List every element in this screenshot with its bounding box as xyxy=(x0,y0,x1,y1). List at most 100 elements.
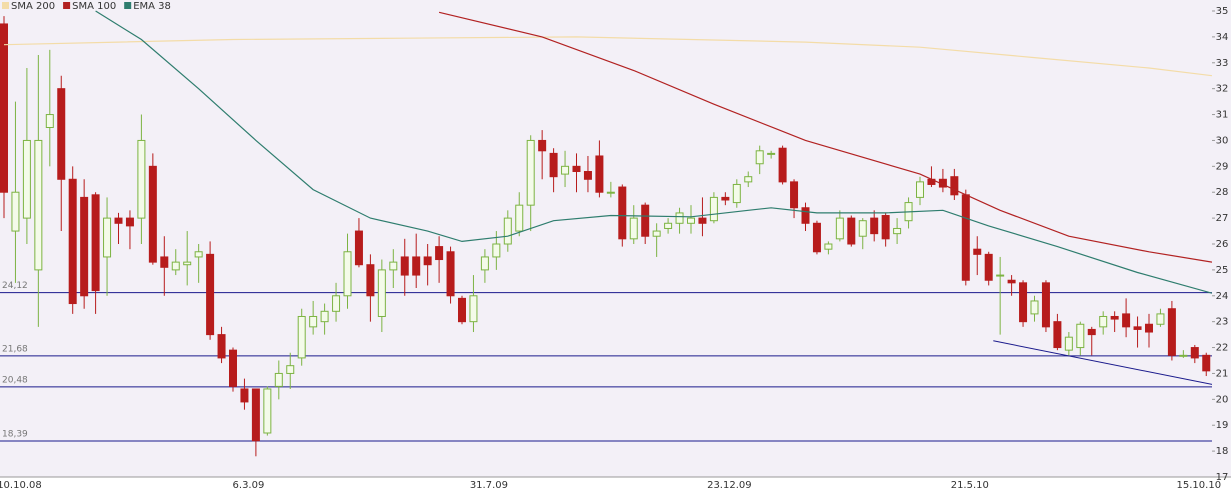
candle-body xyxy=(618,186,627,240)
candle-body xyxy=(824,243,833,250)
candle-body xyxy=(400,256,409,276)
candle-body xyxy=(1030,300,1039,315)
candle-body xyxy=(458,297,466,323)
y-tick-label: 34 xyxy=(1216,32,1229,43)
candle-body xyxy=(22,139,31,219)
moving-average xyxy=(95,10,1212,294)
candle-body xyxy=(1122,313,1131,328)
candle-body xyxy=(916,181,924,198)
candle-body xyxy=(412,256,421,276)
plot-background xyxy=(0,0,1212,477)
candle-body xyxy=(240,388,249,403)
candle-body xyxy=(343,251,352,297)
candle-body xyxy=(652,230,661,237)
candle-body xyxy=(0,23,8,193)
candle-body xyxy=(767,152,776,155)
candle-body xyxy=(366,264,375,297)
candle-body xyxy=(664,222,673,229)
y-tick-label: 19 xyxy=(1216,420,1229,431)
candle-body xyxy=(45,114,54,129)
y-tick-label: 24 xyxy=(1216,291,1229,302)
candle-body xyxy=(389,261,398,271)
candle-body xyxy=(377,269,386,317)
candle-body xyxy=(526,139,535,206)
level-label: 18,39 xyxy=(2,430,28,440)
candle-body xyxy=(332,295,341,312)
x-tick-label: 23.12.09 xyxy=(707,480,752,491)
candle-body xyxy=(80,196,89,297)
candle-body xyxy=(572,165,581,173)
candle-body xyxy=(801,207,810,224)
candle-body xyxy=(835,217,844,240)
x-tick-label: 6.3.09 xyxy=(233,480,265,491)
candle-body xyxy=(206,253,215,336)
candle-body xyxy=(950,176,959,196)
candle-body xyxy=(961,194,970,281)
candle-body xyxy=(1167,308,1176,356)
candle-body xyxy=(1099,315,1108,328)
candle-body xyxy=(160,256,169,268)
candle-body xyxy=(538,139,547,152)
plot xyxy=(0,10,1212,457)
moving-average xyxy=(438,11,1212,263)
legend-swatch xyxy=(63,2,71,9)
candle-body xyxy=(217,334,226,359)
candle-body xyxy=(435,246,444,261)
candle-body xyxy=(973,248,982,255)
y-tick-label: 32 xyxy=(1216,84,1229,95)
y-tick-label: 20 xyxy=(1216,394,1229,405)
y-tick-label: 28 xyxy=(1216,187,1229,198)
candle-body xyxy=(698,217,707,224)
candle-body xyxy=(183,261,192,266)
y-tick-label: 23 xyxy=(1216,317,1229,328)
y-tick-label: 21 xyxy=(1216,368,1229,379)
candle-body xyxy=(755,150,764,165)
candle-body xyxy=(251,388,260,442)
candle-body xyxy=(1110,315,1119,320)
candle-body xyxy=(320,310,329,323)
candle-body xyxy=(34,139,43,271)
candle-body xyxy=(744,176,753,183)
y-tick-label: 30 xyxy=(1216,135,1229,146)
candle-body xyxy=(583,171,592,180)
candle-body xyxy=(1145,323,1153,333)
y-tick-label: 33 xyxy=(1216,58,1229,69)
level-label: 24,12 xyxy=(2,281,28,291)
candle-body xyxy=(274,372,283,387)
candle-body xyxy=(1179,354,1188,357)
y-tick-label: 31 xyxy=(1216,110,1229,121)
y-tick-label: 26 xyxy=(1216,239,1229,250)
candle-body xyxy=(1133,326,1142,330)
candle-body xyxy=(629,217,638,240)
candle-body xyxy=(1202,354,1211,372)
level-label: 20,48 xyxy=(2,375,28,385)
x-tick-label: 15.10.10 xyxy=(1177,480,1222,491)
candle-body xyxy=(1019,282,1028,323)
candle-body xyxy=(675,212,684,224)
y-tick-label: 29 xyxy=(1216,161,1229,172)
candle-body xyxy=(503,217,512,245)
candle-body xyxy=(263,388,272,434)
candle-body xyxy=(354,230,363,266)
candle-body xyxy=(641,204,650,237)
x-tick-label: 31.7.09 xyxy=(470,480,508,491)
candle-body xyxy=(606,191,615,194)
candle-body xyxy=(229,349,237,387)
candle-body xyxy=(1041,282,1050,328)
candle-body xyxy=(561,165,570,175)
candle-body xyxy=(1156,313,1165,325)
legend-swatch xyxy=(2,2,9,9)
labels: 17 18 19 20 21 22 23 24 25 26 27 28 29 30 31 32 33 34 35 10… xyxy=(0,1,1228,491)
candle-body xyxy=(103,217,112,258)
axis-background xyxy=(1212,0,1231,477)
candle-body xyxy=(790,181,799,209)
candle-body xyxy=(812,222,821,253)
legend-label: EMA 38 xyxy=(133,1,171,12)
candle-body xyxy=(709,196,718,222)
candle-body xyxy=(721,196,730,201)
candle-body xyxy=(984,253,993,281)
x-tick-label: 10.10.08 xyxy=(0,480,42,491)
candle-body xyxy=(1064,336,1073,351)
legend-label: SMA 100 xyxy=(72,1,116,12)
candle-body xyxy=(595,155,604,193)
